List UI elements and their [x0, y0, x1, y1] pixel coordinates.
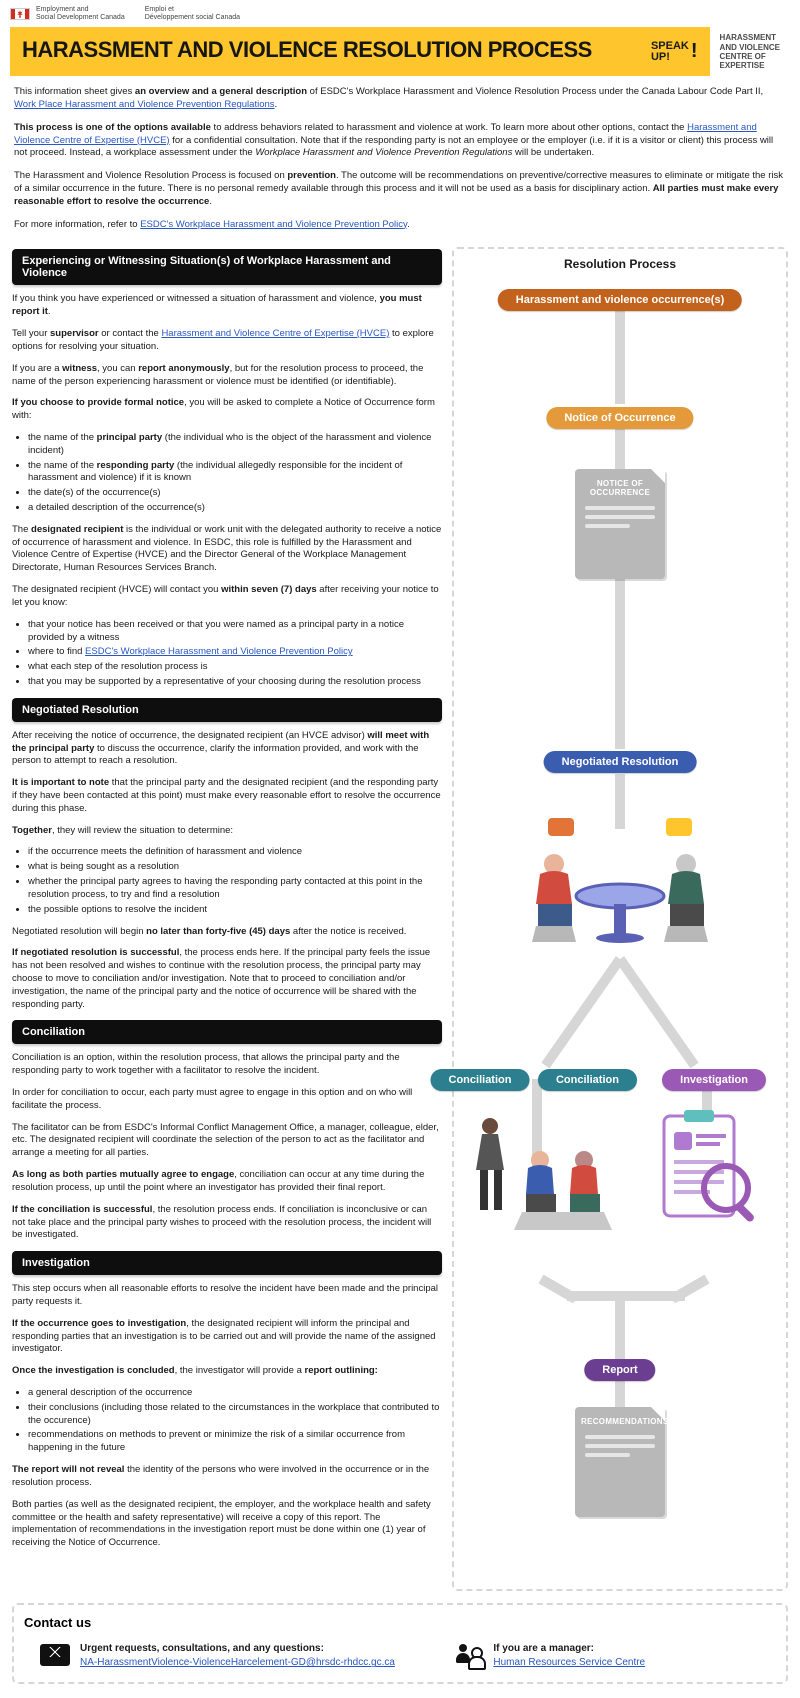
- section-experiencing: Experiencing or Witnessing Situation(s) …: [12, 249, 442, 285]
- flowchart: Harassment and violence occurrence(s) No…: [454, 279, 786, 1589]
- intro: This information sheet gives an overview…: [0, 76, 800, 247]
- mail-icon: [40, 1644, 70, 1666]
- flow-node-notice: Notice of Occurrence: [546, 407, 693, 429]
- flow-node-conciliation: Conciliation: [538, 1069, 637, 1091]
- people-table-icon: [510, 824, 730, 954]
- flow-doc-recommendations: RECOMMENDATIONS: [575, 1407, 665, 1517]
- person-icon: [457, 1644, 483, 1668]
- link-contact-email[interactable]: NA-HarassmentViolence-ViolenceHarcelemen…: [80, 1657, 395, 1668]
- investigation-illustration: [654, 1104, 764, 1254]
- link-regulations[interactable]: Work Place Harassment and Violence Preve…: [14, 99, 275, 110]
- dept-name-fr: Emploi etDéveloppement social Canada: [145, 6, 240, 21]
- section-conciliation: Conciliation: [12, 1020, 442, 1044]
- flow-doc-notice: NOTICE OF OCCURRENCE: [575, 469, 665, 579]
- flow-node-negotiated: Negotiated Resolution: [544, 751, 697, 773]
- section-negotiated: Negotiated Resolution: [12, 698, 442, 722]
- hvce-logo: HARASSMENTAND VIOLENCECENTRE OFEXPERTISE: [708, 27, 790, 76]
- contact-heading: Contact us: [24, 1613, 776, 1632]
- link-hvce-2[interactable]: Harassment and Violence Centre of Expert…: [161, 328, 389, 339]
- contact-panel: Contact us Urgent requests, consultation…: [12, 1603, 788, 1684]
- link-policy-2[interactable]: ESDC's Workplace Harassment and Violence…: [85, 646, 353, 657]
- link-policy[interactable]: ESDC's Workplace Harassment and Violence…: [140, 219, 407, 230]
- title-bar: HARASSMENT AND VIOLENCE RESOLUTION PROCE…: [10, 27, 790, 76]
- left-column: Experiencing or Witnessing Situation(s) …: [12, 247, 442, 1591]
- meeting-illustration: [510, 824, 730, 954]
- page-title: HARASSMENT AND VIOLENCE RESOLUTION PROCE…: [10, 27, 641, 76]
- flow-node-conciliation-real: Conciliation: [431, 1069, 530, 1091]
- link-hr-centre[interactable]: Human Resources Service Centre: [493, 1657, 645, 1668]
- speak-up-badge: SPEAKUP! !: [641, 27, 708, 76]
- gov-header: Employment andSocial Development Canada …: [0, 0, 800, 27]
- canada-flag-icon: [10, 8, 30, 20]
- flowchart-panel: Resolution Process Harassment and violen…: [452, 247, 788, 1591]
- flow-node-report: Report: [584, 1359, 655, 1381]
- conciliation-illustration: [464, 1104, 624, 1244]
- flowchart-title: Resolution Process: [454, 249, 786, 279]
- flow-node-investigation: Investigation: [662, 1069, 766, 1091]
- section-investigation: Investigation: [12, 1251, 442, 1275]
- dept-name-en: Employment andSocial Development Canada: [36, 6, 125, 21]
- flow-node-occurrence: Harassment and violence occurrence(s): [498, 289, 742, 311]
